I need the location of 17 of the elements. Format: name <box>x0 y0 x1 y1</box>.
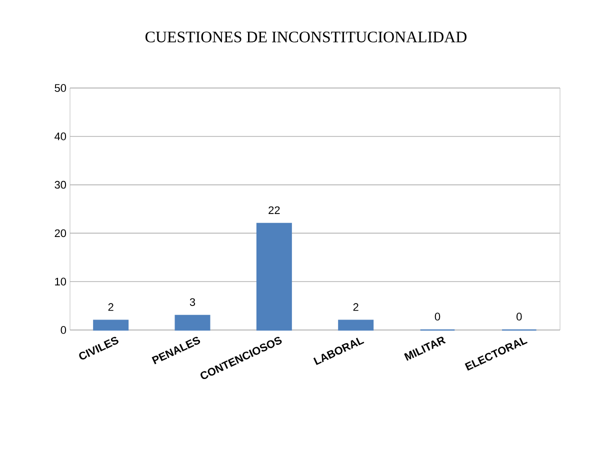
data-label: 0 <box>434 312 440 320</box>
bar <box>256 222 292 331</box>
data-label: 22 <box>268 206 280 214</box>
chart-title: CUESTIONES DE INCONSTITUCIONALIDAD <box>145 32 466 42</box>
y-tick-label: 10 <box>55 278 66 286</box>
bar <box>174 314 210 331</box>
y-tick-label: 50 <box>54 84 66 92</box>
y-tick-label: 40 <box>54 132 66 140</box>
data-label: 3 <box>190 298 196 306</box>
data-label: 0 <box>516 312 522 320</box>
y-tick-label: 0 <box>60 326 66 334</box>
data-label: 2 <box>353 303 358 311</box>
bar <box>338 320 374 331</box>
data-label: 2 <box>108 303 114 311</box>
y-tick-label: 20 <box>54 229 66 238</box>
bar <box>93 320 129 331</box>
y-tick-label: 30 <box>54 180 66 189</box>
